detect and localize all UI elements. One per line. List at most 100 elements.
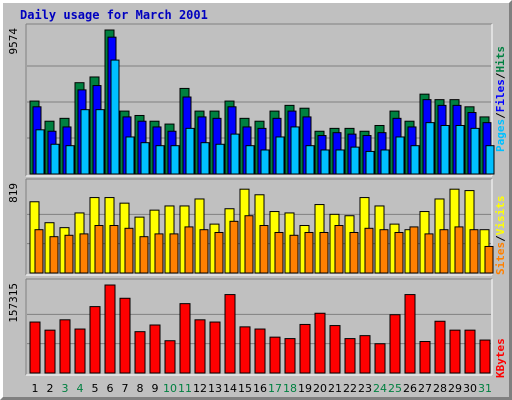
- bar-pages-day-24: [380, 149, 390, 175]
- x-tick-label: 2: [47, 382, 54, 395]
- legend-pages: Pages: [494, 119, 507, 152]
- bar-pages-day-13: [215, 143, 225, 175]
- x-tick-label: 19: [298, 382, 312, 395]
- bar-pages-day-10: [170, 145, 180, 175]
- x-tick-label: 5: [92, 382, 99, 395]
- bar-kbytes-day-1: [29, 321, 41, 374]
- y-max-label: 9574: [7, 28, 20, 55]
- bar-kbytes-day-11: [179, 303, 191, 374]
- bar-pages-day-6: [110, 59, 120, 175]
- bar-kbytes-day-4: [74, 328, 86, 374]
- y-max-label: 157315: [7, 283, 20, 323]
- panel-visits-sites: [25, 178, 494, 276]
- x-tick-label: 30: [463, 382, 477, 395]
- bar-pages-day-29: [455, 125, 465, 175]
- bar-pages-day-17: [275, 136, 285, 175]
- bar-sites-day-5: [94, 225, 104, 274]
- x-tick-label: 23: [358, 382, 372, 395]
- bar-kbytes-day-24: [374, 343, 386, 374]
- x-tick-label: 11: [178, 382, 192, 395]
- bar-pages-day-27: [425, 122, 435, 175]
- bar-pages-day-4: [80, 109, 90, 175]
- bar-sites-day-23: [364, 227, 374, 274]
- legend: KBytes: [494, 338, 507, 378]
- x-tick-label: 8: [137, 382, 144, 395]
- bar-kbytes-day-27: [419, 341, 431, 374]
- bar-sites-day-19: [304, 231, 314, 274]
- bar-sites-day-25: [394, 231, 404, 274]
- bar-pages-day-12: [200, 142, 210, 175]
- y-axis-max-labels: 9574 819 157315: [7, 28, 20, 323]
- x-tick-label: 10: [163, 382, 177, 395]
- bar-pages-day-3: [65, 145, 75, 175]
- bar-pages-day-9: [155, 145, 165, 175]
- legend-sites: Sites: [494, 242, 507, 275]
- bar-kbytes-day-13: [209, 321, 221, 374]
- legend: Pages/Files/Hits: [494, 46, 507, 152]
- bar-sites-day-10: [169, 233, 179, 274]
- bar-kbytes-day-21: [329, 325, 341, 374]
- bar-kbytes-day-14: [224, 294, 236, 374]
- bar-kbytes-day-5: [89, 306, 101, 374]
- bar-sites-day-8: [139, 236, 149, 274]
- bar-pages-day-5: [95, 109, 105, 175]
- y-max-label: 819: [7, 183, 20, 203]
- x-tick-label: 3: [62, 382, 69, 395]
- bar-kbytes-day-19: [299, 323, 311, 374]
- bar-sites-day-3: [64, 234, 74, 274]
- bar-kbytes-day-28: [434, 320, 446, 374]
- x-tick-label: 22: [343, 382, 357, 395]
- bar-kbytes-day-23: [359, 335, 371, 374]
- bar-sites-day-29: [454, 226, 464, 274]
- bar-sites-day-9: [154, 233, 164, 274]
- legend-hits: Hits: [494, 46, 507, 73]
- x-tick-label: 6: [107, 382, 114, 395]
- bar-sites-day-12: [199, 229, 209, 274]
- bar-pages-day-22: [350, 146, 360, 175]
- bar-pages-day-20: [320, 149, 330, 175]
- bar-pages-day-2: [50, 143, 60, 175]
- bar-sites-day-15: [244, 215, 254, 274]
- bar-pages-day-8: [140, 142, 150, 175]
- bar-sites-day-27: [424, 233, 434, 274]
- bar-pages-day-1: [35, 129, 45, 175]
- bar-sites-day-26: [409, 226, 419, 274]
- legend-files: Files: [494, 79, 507, 112]
- bar-pages-day-26: [410, 145, 420, 175]
- bar-kbytes-day-16: [254, 328, 266, 374]
- bar-kbytes-day-18: [284, 338, 296, 374]
- bar-kbytes-day-31: [479, 339, 491, 374]
- bar-sites-day-7: [124, 227, 134, 274]
- x-tick-label: 9: [152, 382, 159, 395]
- x-tick-label: 29: [448, 382, 462, 395]
- bar-pages-day-28: [440, 125, 450, 175]
- x-tick-label: 31: [478, 382, 492, 395]
- x-tick-label: 26: [403, 382, 417, 395]
- x-tick-label: 1: [32, 382, 39, 395]
- legends: Pages/Files/Hits Sites/Visits KBytes: [494, 46, 507, 378]
- bar-sites-day-1: [34, 229, 44, 274]
- x-tick-label: 21: [328, 382, 342, 395]
- bar-kbytes-day-12: [194, 319, 206, 374]
- bar-kbytes-day-8: [134, 331, 146, 374]
- bar-sites-day-28: [439, 229, 449, 274]
- bar-pages-day-11: [185, 127, 195, 175]
- bar-kbytes-day-29: [449, 329, 461, 374]
- bar-sites-day-6: [109, 225, 119, 274]
- legend-visits: Visits: [494, 196, 507, 236]
- bar-kbytes-day-10: [164, 340, 176, 374]
- bar-kbytes-day-25: [389, 314, 401, 374]
- bar-sites-day-24: [379, 229, 389, 274]
- bar-sites-day-18: [289, 234, 299, 274]
- x-tick-label: 16: [253, 382, 267, 395]
- x-tick-label: 27: [418, 382, 432, 395]
- bar-kbytes-day-22: [344, 338, 356, 374]
- bar-kbytes-day-17: [269, 336, 281, 374]
- legend: Sites/Visits: [494, 196, 507, 276]
- x-tick-label: 4: [77, 382, 84, 395]
- bar-kbytes-day-30: [464, 329, 476, 374]
- bar-sites-day-22: [349, 231, 359, 274]
- x-tick-label: 12: [193, 382, 207, 395]
- bar-sites-day-31: [484, 245, 494, 274]
